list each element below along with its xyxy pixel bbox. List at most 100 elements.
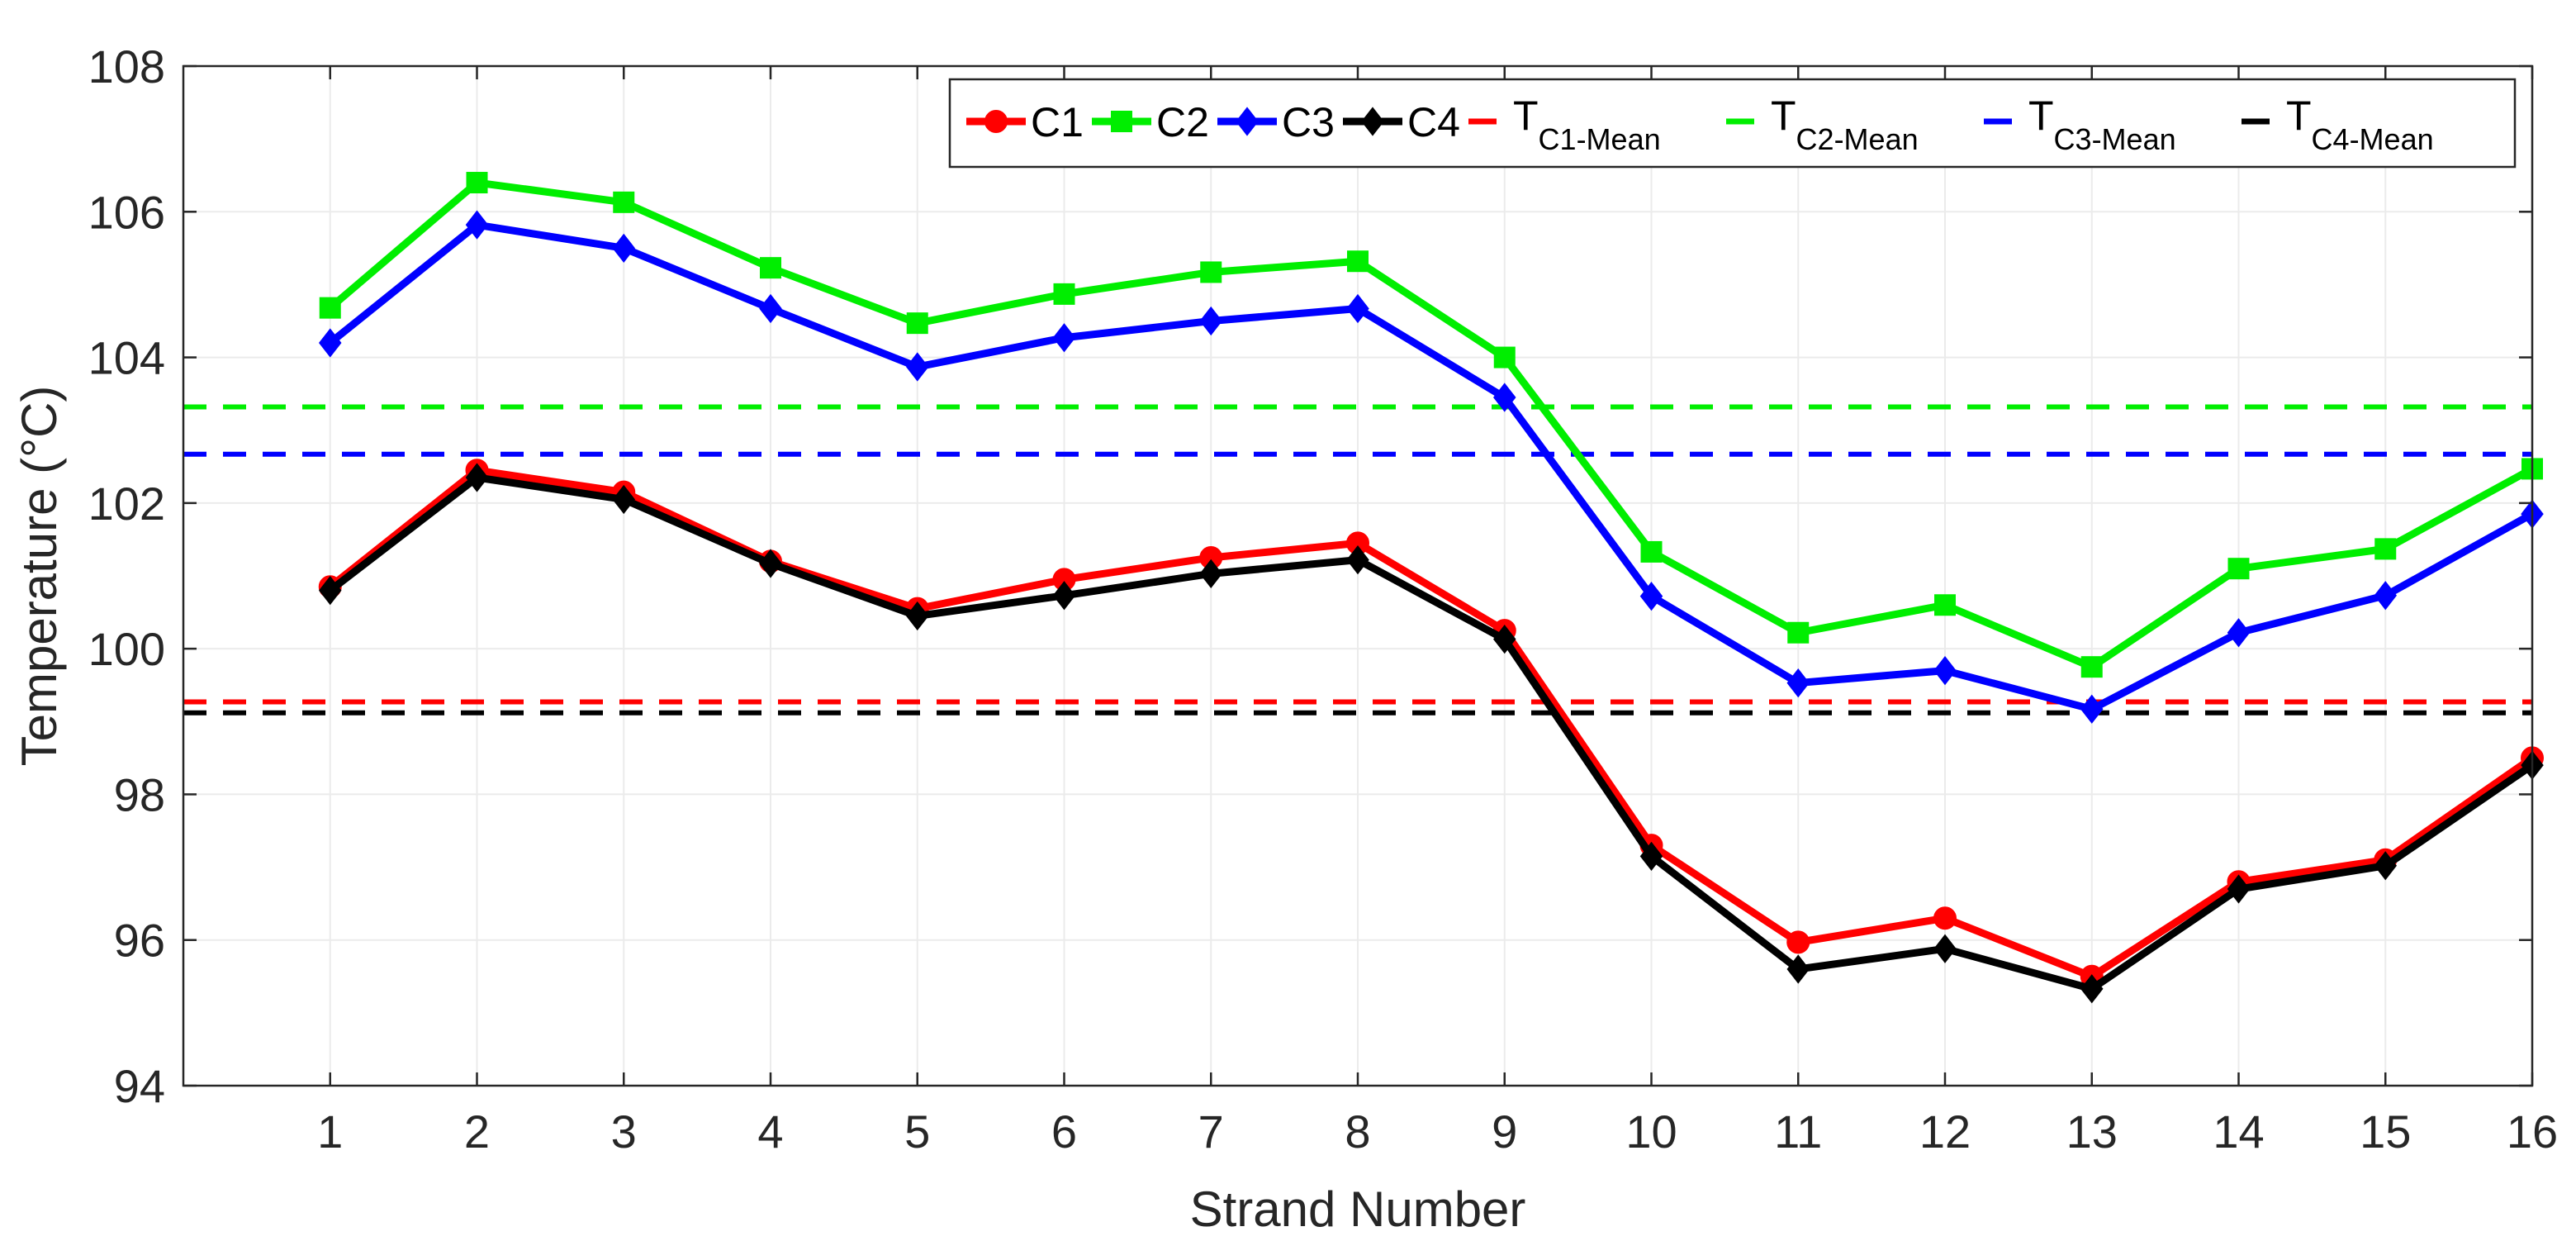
data-point-c3: [2374, 581, 2397, 611]
y-tick-label: 98: [114, 768, 165, 820]
data-point-c2: [1493, 346, 1516, 368]
data-point-c4: [1052, 581, 1076, 611]
data-point-c1: [1786, 930, 1810, 954]
data-point-c3: [1933, 655, 1957, 686]
legend-label-subscript: C3-Mean: [2054, 122, 2176, 156]
data-point-c3: [465, 210, 489, 240]
x-tick-label: 7: [1198, 1105, 1224, 1158]
data-point-c3: [906, 352, 929, 382]
grid-layer: [183, 65, 2533, 1086]
y-tick-label: 104: [88, 332, 165, 384]
axes-layer: 1 2 3 4 5 6 7 8 9 10 11 12 13 14 15 1694969810010210410…: [12, 40, 2558, 1237]
data-point-c4: [906, 601, 929, 631]
series-layer: [318, 172, 2544, 1004]
data-point-c2: [1787, 621, 1810, 644]
data-point-c3: [759, 293, 782, 324]
x-tick-label: 12: [1919, 1105, 1971, 1158]
legend-label-mean-4: TC4-Mean: [2286, 93, 2434, 156]
data-point-c4: [1493, 625, 1516, 654]
data-point-c1: [1933, 906, 1957, 930]
data-point-c3: [1493, 383, 1516, 412]
data-point-c4: [759, 549, 782, 578]
data-point-c4: [465, 463, 489, 492]
data-point-c2: [613, 191, 635, 213]
x-tick-label: 15: [2360, 1105, 2411, 1158]
x-tick-label: 16: [2507, 1105, 2558, 1158]
x-tick-label: 10: [1625, 1105, 1677, 1158]
legend-label-subscript: C4-Mean: [2312, 122, 2434, 156]
legend-label-subscript: C1-Mean: [1539, 122, 1661, 156]
legend-label-main: T: [1771, 93, 1796, 139]
legend-label-subscript: C2-Mean: [1796, 122, 1919, 156]
data-point-c3: [1199, 306, 1222, 336]
mean-lines-layer: [183, 404, 2532, 716]
legend-marker-c4: [1361, 107, 1384, 136]
data-point-c4: [612, 484, 635, 515]
data-point-c2: [1053, 283, 1075, 305]
data-point-c3: [2227, 618, 2251, 648]
x-tick-label: 8: [1345, 1105, 1370, 1158]
data-point-c4: [1199, 559, 1222, 588]
y-tick-label: 94: [114, 1060, 165, 1112]
data-point-c3: [319, 328, 342, 358]
data-point-c2: [1200, 261, 1222, 283]
legend-marker-c1: [984, 110, 1008, 133]
x-tick-label: 4: [757, 1105, 783, 1158]
data-point-c4: [2080, 974, 2104, 1004]
data-point-c2: [466, 172, 488, 194]
data-point-c3: [1346, 293, 1369, 324]
data-point-c4: [1933, 934, 1957, 963]
legend-label-main: T: [2028, 93, 2054, 139]
data-point-c2: [2227, 558, 2250, 580]
legend-marker-c3: [1236, 107, 1259, 136]
series-line-c3: [326, 221, 2536, 713]
legend-label-main: T: [2286, 93, 2312, 139]
data-point-c4: [319, 576, 342, 606]
data-point-c3: [1639, 582, 1663, 611]
data-point-c3: [1052, 323, 1076, 353]
legend-label-mean-1: TC1-Mean: [1513, 93, 1661, 156]
y-tick-label: 100: [88, 623, 165, 675]
data-point-c2: [1934, 594, 1956, 616]
series-line-c4: [326, 473, 2536, 993]
legend-label-c2: C2: [1156, 99, 1209, 145]
x-tick-label: 3: [611, 1105, 637, 1158]
data-point-c3: [1786, 668, 1810, 698]
y-tick-label: 102: [88, 478, 165, 530]
x-tick-label: 13: [2066, 1105, 2118, 1158]
data-point-c2: [2080, 656, 2103, 678]
data-point-c4: [1346, 544, 1369, 575]
legend-label-mean-3: TC3-Mean: [2028, 93, 2176, 156]
x-axis-title: Strand Number: [1190, 1182, 1526, 1237]
data-point-c2: [1640, 540, 1663, 563]
legend-label-c1: C1: [1031, 99, 1084, 145]
y-tick-label: 108: [88, 40, 165, 93]
x-tick-label: 14: [2213, 1105, 2264, 1158]
legend-label-main: T: [1513, 93, 1539, 139]
x-tick-label: 1: [317, 1105, 343, 1158]
data-point-c2: [319, 297, 341, 319]
y-tick-label: 106: [88, 186, 165, 238]
data-point-c2: [2374, 538, 2397, 560]
data-point-c2: [1347, 250, 1369, 273]
data-point-c4: [1639, 841, 1663, 871]
data-point-c3: [2080, 694, 2104, 724]
series-line-c1: [326, 466, 2536, 981]
legend-marker-c2: [1111, 111, 1132, 132]
x-tick-label: 9: [1492, 1105, 1517, 1158]
x-tick-label: 5: [904, 1105, 930, 1158]
x-tick-label: 6: [1051, 1105, 1077, 1158]
x-tick-label: 2: [464, 1105, 490, 1158]
y-tick-label: 96: [114, 915, 165, 967]
data-point-c2: [760, 257, 781, 279]
data-point-c4: [1786, 954, 1810, 984]
data-point-c4: [2374, 851, 2397, 881]
data-point-c4: [2227, 874, 2251, 904]
data-point-c2: [906, 312, 928, 335]
x-tick-label: 11: [1774, 1105, 1822, 1158]
legend-label-c4: C4: [1407, 99, 1460, 145]
y-axis-title: Temperature (°C): [12, 386, 67, 767]
